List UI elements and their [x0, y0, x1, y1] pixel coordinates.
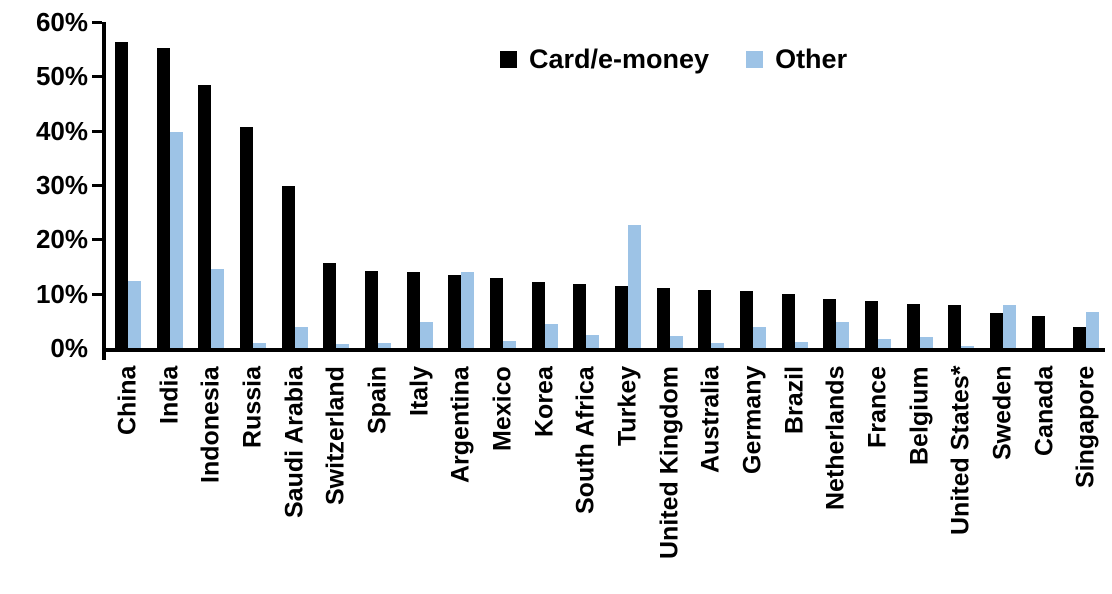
- bar-other-argentina: [461, 272, 475, 348]
- y-axis-tick-40: [92, 129, 102, 133]
- x-axis-label-australia: Australia: [696, 366, 725, 473]
- y-axis-label-0: 0%: [50, 333, 88, 363]
- bar-other-germany: [752, 327, 766, 348]
- bar-other-mexico: [502, 341, 516, 348]
- y-axis-label-20: 20%: [35, 224, 88, 255]
- bar-card-e-money-switzerland: [323, 263, 337, 348]
- bar-card-e-money-canada: [1031, 316, 1045, 348]
- bar-card-e-money-germany: [739, 291, 753, 348]
- x-axis-label-belgium: Belgium: [904, 366, 933, 465]
- y-axis-tick-10: [92, 292, 102, 296]
- bar-other-south-africa: [586, 335, 600, 348]
- x-axis-label-saudi-arabia: Saudi Arabia: [279, 366, 308, 518]
- bar-other-spain: [377, 343, 391, 348]
- bar-card-e-money-indonesia: [198, 85, 212, 348]
- bar-other-brazil: [794, 342, 808, 348]
- x-axis-label-singapore: Singapore: [1071, 366, 1100, 489]
- legend-item-other: Other: [746, 46, 847, 73]
- x-axis-label-switzerland: Switzerland: [321, 366, 350, 505]
- y-axis-tick-60: [92, 21, 102, 24]
- bar-other-saudi-arabia: [294, 327, 308, 348]
- x-axis-line: [102, 348, 1105, 352]
- bar-other-korea: [544, 324, 558, 348]
- card-e-money-swatch: [500, 51, 517, 68]
- legend-label-card-e-money: Card/e-money: [529, 44, 710, 74]
- y-axis-label-10: 10%: [35, 278, 88, 309]
- x-axis-label-china: China: [113, 366, 142, 436]
- bar-card-e-money-singapore: [1073, 327, 1087, 348]
- x-axis-label-south-africa: South Africa: [571, 366, 600, 514]
- y-axis-label-50: 50%: [35, 61, 88, 92]
- bar-card-e-money-australia: [698, 290, 712, 348]
- bar-card-e-money-argentina: [448, 275, 462, 348]
- bar-other-singapore: [1086, 312, 1100, 348]
- bar-other-netherlands: [836, 322, 850, 348]
- bar-other-india: [169, 132, 183, 348]
- bar-other-belgium: [919, 337, 933, 348]
- x-axis-label-india: India: [154, 366, 183, 425]
- bar-card-e-money-saudi-arabia: [281, 186, 295, 348]
- bar-other-turkey: [627, 225, 641, 348]
- bar-other-sweden: [1002, 305, 1016, 348]
- legend-label-other: Other: [775, 44, 848, 74]
- bar-card-e-money-korea: [531, 282, 545, 348]
- bar-card-e-money-united-kingdom: [656, 288, 670, 348]
- x-axis-label-france: France: [863, 366, 892, 448]
- bar-card-e-money-netherlands: [823, 299, 837, 348]
- x-axis-label-russia: Russia: [238, 366, 267, 448]
- x-axis-label-germany: Germany: [738, 366, 767, 475]
- x-axis-label-turkey: Turkey: [613, 366, 642, 447]
- bar-other-china: [127, 281, 141, 348]
- bar-card-e-money-united-states: [948, 305, 962, 348]
- bar-other-russia: [252, 343, 266, 348]
- bar-card-e-money-italy: [406, 272, 420, 348]
- bar-other-australia: [711, 343, 725, 348]
- x-axis-label-argentina: Argentina: [446, 366, 475, 483]
- x-axis-label-sweden: Sweden: [988, 366, 1017, 461]
- bar-other-united-states: [961, 346, 975, 348]
- legend: Card/e-money Other: [500, 46, 847, 73]
- x-axis-label-mexico: Mexico: [488, 366, 517, 451]
- y-axis-label-30: 30%: [35, 170, 88, 200]
- x-axis-label-netherlands: Netherlands: [821, 366, 850, 511]
- y-axis-label-40: 40%: [35, 115, 88, 146]
- y-axis-tick-30: [92, 184, 102, 187]
- x-axis-label-korea: Korea: [529, 366, 558, 437]
- other-swatch: [746, 51, 764, 68]
- y-axis-tick-50: [92, 75, 102, 79]
- bar-card-e-money-sweden: [989, 313, 1003, 348]
- bar-card-e-money-russia: [239, 127, 253, 348]
- x-axis-label-italy: Italy: [404, 366, 433, 417]
- bar-card-e-money-mexico: [489, 278, 503, 348]
- legend-item-card-e-money: Card/e-money: [500, 46, 709, 73]
- bar-card-e-money-south-africa: [573, 284, 587, 348]
- bar-card-e-money-china: [114, 42, 128, 348]
- bar-card-e-money-brazil: [781, 294, 795, 348]
- bar-other-united-kingdom: [669, 336, 683, 348]
- x-axis-label-brazil: Brazil: [779, 366, 808, 435]
- x-axis-label-indonesia: Indonesia: [196, 366, 225, 483]
- bar-other-france: [877, 339, 891, 348]
- bar-other-italy: [419, 322, 433, 348]
- x-axis-label-canada: Canada: [1029, 366, 1058, 457]
- bar-other-indonesia: [211, 269, 225, 348]
- y-axis-line: [102, 22, 106, 360]
- bar-other-switzerland: [336, 344, 350, 348]
- bar-card-e-money-india: [156, 48, 170, 348]
- bar-card-e-money-france: [864, 301, 878, 348]
- x-axis-label-united-states: United States*: [946, 366, 975, 536]
- y-axis-tick-20: [92, 238, 102, 242]
- bar-card-e-money-spain: [364, 271, 378, 348]
- bar-card-e-money-turkey: [614, 286, 628, 348]
- x-axis-label-united-kingdom: United Kingdom: [654, 366, 683, 560]
- x-axis-label-spain: Spain: [363, 366, 392, 435]
- bar-card-e-money-belgium: [906, 304, 920, 348]
- y-axis-label-60: 60%: [35, 7, 88, 37]
